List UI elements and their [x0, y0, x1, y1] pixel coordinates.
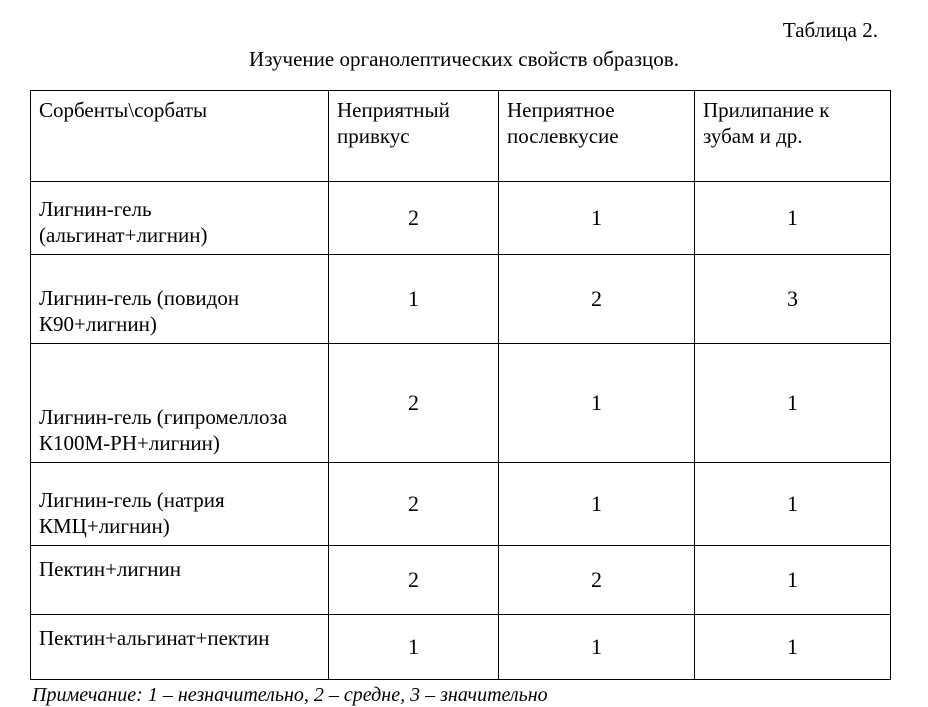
cell-value: 1	[499, 463, 695, 546]
cell-value: 1	[499, 615, 695, 680]
row-label: Лигнин-гель (повидон К90+лигнин)	[31, 255, 329, 344]
cell-value: 1	[695, 546, 891, 615]
cell-value: 1	[695, 463, 891, 546]
cell-value: 1	[695, 344, 891, 463]
row-label: Пектин+лигнин	[31, 546, 329, 615]
cell-value: 2	[499, 546, 695, 615]
table-row: Пектин+лигнин 2 2 1	[31, 546, 891, 615]
cell-value: 1	[695, 615, 891, 680]
cell-value: 1	[499, 182, 695, 255]
page-root: Таблица 2. Изучение органолептических св…	[0, 0, 928, 707]
table-row: Пектин+альгинат+пектин 1 1 1	[31, 615, 891, 680]
cell-value: 2	[329, 182, 499, 255]
organoleptic-table: Сорбенты\сорбаты Неприятный привкус Непр…	[30, 90, 891, 680]
table-row: Лигнин-гель (альгинат+лигнин) 2 1 1	[31, 182, 891, 255]
cell-value: 2	[329, 344, 499, 463]
col-header-sticking: Прилипание к зубам и др.	[695, 91, 891, 182]
cell-value: 2	[329, 546, 499, 615]
table-footnote: Примечание: 1 – незначительно, 2 – средн…	[30, 684, 898, 707]
cell-value: 2	[329, 463, 499, 546]
table-caption: Таблица 2.	[30, 18, 898, 43]
cell-value: 1	[329, 255, 499, 344]
row-label: Лигнин-гель (натрия КМЦ+лигнин)	[31, 463, 329, 546]
cell-value: 2	[499, 255, 695, 344]
cell-value: 1	[329, 615, 499, 680]
col-header-taste: Неприятный привкус	[329, 91, 499, 182]
table-row: Лигнин-гель (гипромеллоза К100М-РН+лигни…	[31, 344, 891, 463]
table-row: Лигнин-гель (повидон К90+лигнин) 1 2 3	[31, 255, 891, 344]
col-header-aftertaste: Неприятное послевкусие	[499, 91, 695, 182]
row-label: Лигнин-гель (гипромеллоза К100М-РН+лигни…	[31, 344, 329, 463]
row-label: Пектин+альгинат+пектин	[31, 615, 329, 680]
table-title: Изучение органолептических свойств образ…	[30, 47, 898, 72]
cell-value: 1	[499, 344, 695, 463]
cell-value: 1	[695, 182, 891, 255]
col-header-sorbents: Сорбенты\сорбаты	[31, 91, 329, 182]
table-header-row: Сорбенты\сорбаты Неприятный привкус Непр…	[31, 91, 891, 182]
row-label: Лигнин-гель (альгинат+лигнин)	[31, 182, 329, 255]
cell-value: 3	[695, 255, 891, 344]
table-row: Лигнин-гель (натрия КМЦ+лигнин) 2 1 1	[31, 463, 891, 546]
